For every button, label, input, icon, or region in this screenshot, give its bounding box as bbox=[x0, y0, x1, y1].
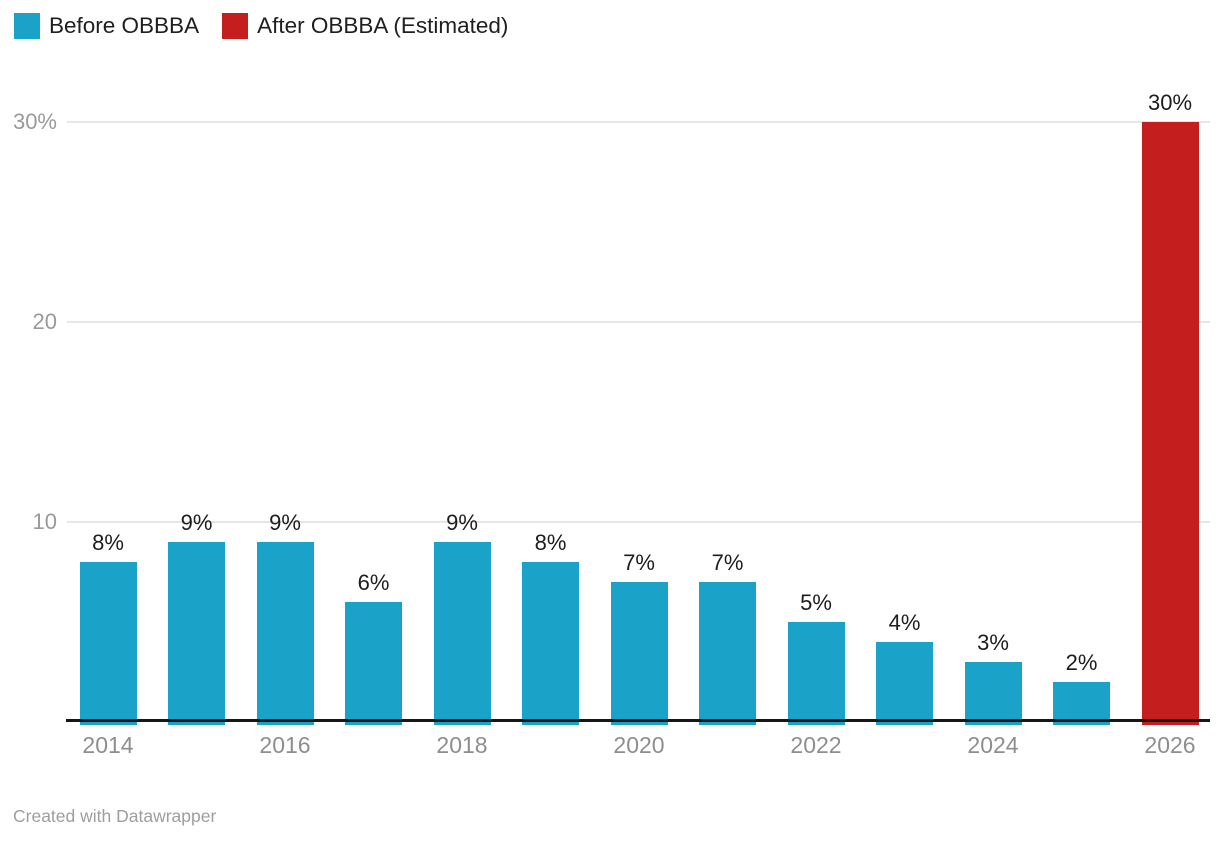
bar bbox=[345, 602, 402, 725]
bar bbox=[433, 542, 491, 725]
bar-value-label: 9% bbox=[269, 510, 301, 535]
bar bbox=[610, 582, 668, 725]
gridline bbox=[67, 321, 1210, 323]
bar bbox=[522, 562, 579, 725]
bar-value-label: 8% bbox=[92, 530, 124, 555]
legend-item: After OBBBA (Estimated) bbox=[222, 12, 508, 39]
y-tick-label: 30% bbox=[12, 109, 57, 134]
bar bbox=[1141, 122, 1199, 725]
bar bbox=[876, 642, 933, 725]
bar-value-label: 9% bbox=[180, 510, 213, 535]
legend-item: Before OBBBA bbox=[14, 12, 199, 39]
legend-label: Before OBBBA bbox=[49, 13, 200, 38]
y-tick-label: 20 bbox=[32, 309, 57, 334]
x-tick-label: 2024 bbox=[967, 732, 1019, 758]
bar-value-label: 6% bbox=[357, 570, 390, 595]
x-tick-label: 2018 bbox=[436, 732, 488, 758]
y-tick-label: 10 bbox=[32, 509, 57, 534]
bar-value-label: 9% bbox=[446, 510, 478, 535]
bar-value-label: 4% bbox=[888, 610, 921, 635]
bar-value-label: 3% bbox=[977, 630, 1009, 655]
gridline bbox=[67, 521, 1210, 523]
x-tick-label: 2022 bbox=[790, 732, 842, 758]
x-tick-label: 2026 bbox=[1144, 732, 1196, 758]
legend-swatch bbox=[14, 12, 40, 39]
plot-area: 10 20 30% 8% 2014 9% 9% 2016 6% 9% 2018 8% 7% 2020 7% 5… bbox=[12, 90, 1210, 758]
bar-value-label: 30% bbox=[1147, 90, 1193, 115]
legend-swatch bbox=[222, 12, 249, 39]
legend: Before OBBBA After OBBBA (Estimated) bbox=[14, 12, 508, 39]
x-tick-label: 2020 bbox=[613, 732, 665, 758]
bar bbox=[168, 542, 225, 725]
bar-value-label: 7% bbox=[623, 550, 655, 575]
x-tick-label: 2014 bbox=[82, 732, 134, 758]
bar bbox=[1053, 682, 1110, 725]
bar bbox=[79, 562, 137, 725]
gridline bbox=[67, 121, 1210, 123]
legend-label: After OBBBA (Estimated) bbox=[257, 13, 509, 38]
bar bbox=[256, 542, 314, 725]
bar bbox=[964, 662, 1022, 725]
bar-value-label: 2% bbox=[1065, 650, 1098, 675]
bar-value-label: 7% bbox=[711, 550, 744, 575]
bar-value-label: 5% bbox=[800, 590, 832, 615]
bar bbox=[699, 582, 756, 725]
bar-value-label: 8% bbox=[534, 530, 567, 555]
datawrapper-credit: Created with Datawrapper bbox=[13, 806, 217, 826]
bar bbox=[787, 622, 845, 725]
x-tick-label: 2016 bbox=[259, 732, 311, 758]
x-axis-line bbox=[66, 719, 1210, 722]
